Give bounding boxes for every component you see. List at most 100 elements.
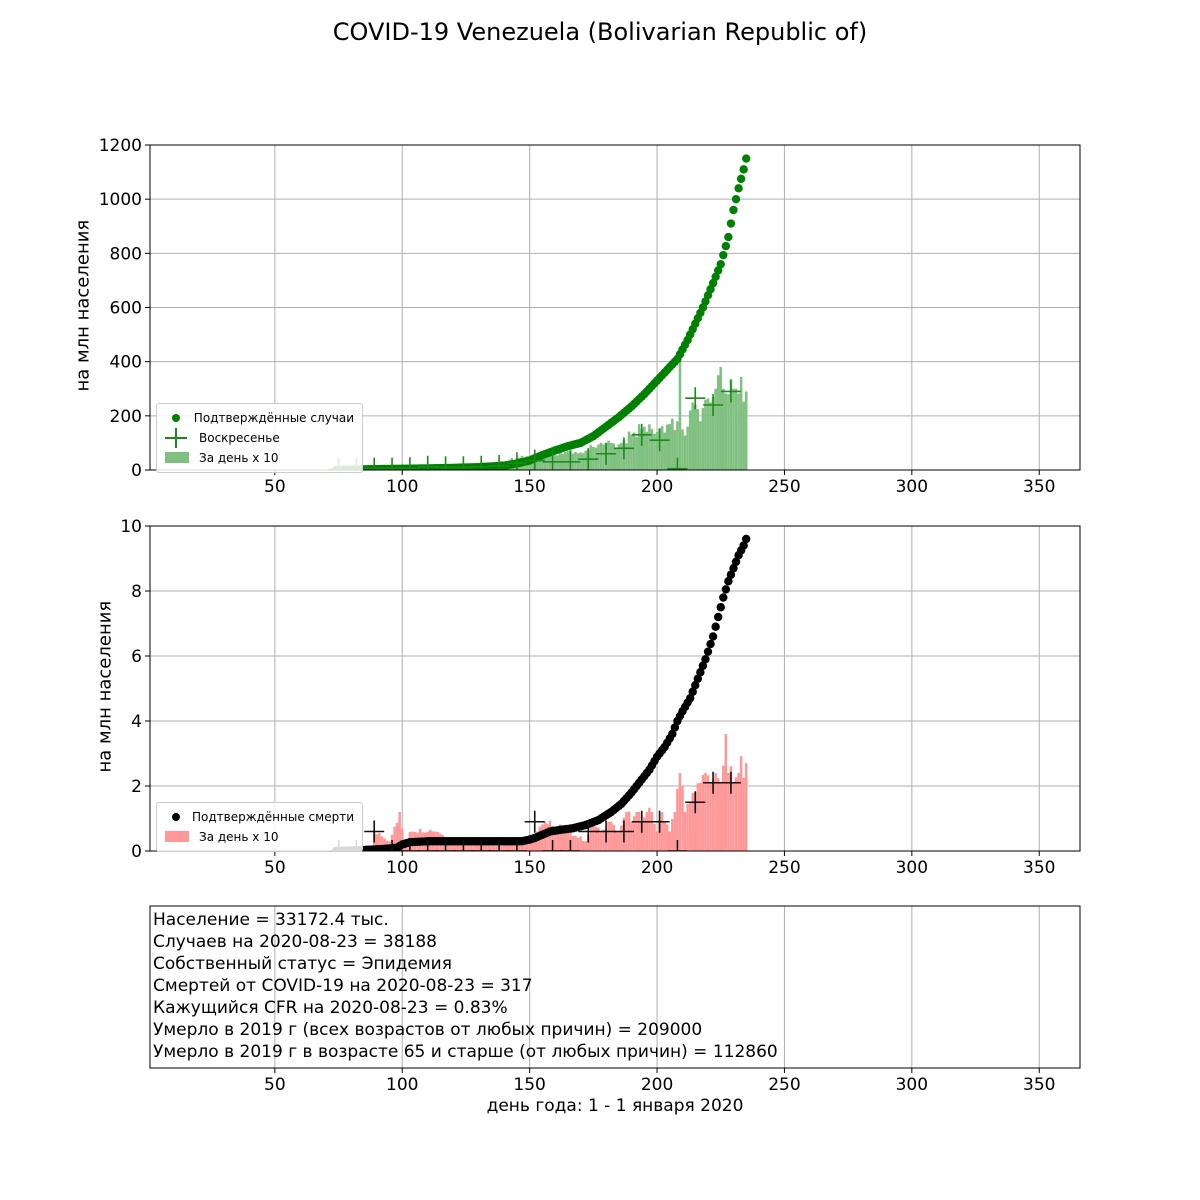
deaths-cumulative-point bbox=[719, 593, 728, 602]
deaths-x-tick-label: 50 bbox=[264, 858, 286, 878]
cases-cumulative-point bbox=[742, 154, 751, 163]
info-axes: 50 100 150 200 250 300 350 bbox=[264, 906, 1055, 1095]
deaths-ylabel: на млн населения bbox=[94, 600, 116, 773]
cases-daily-bar bbox=[732, 388, 735, 470]
deaths-cumulative-point bbox=[713, 612, 723, 622]
deaths-daily-bar bbox=[459, 841, 463, 851]
cases-daily-bar bbox=[711, 396, 715, 470]
cases-daily-bar bbox=[722, 388, 725, 470]
deaths-daily-bar bbox=[513, 842, 516, 851]
deaths-daily-bar bbox=[704, 773, 707, 851]
cases-daily-bar bbox=[716, 375, 720, 470]
info-axes-frame bbox=[149, 905, 1081, 1069]
legend-label: За день x 10 bbox=[199, 830, 279, 844]
cases-daily-bar bbox=[609, 442, 613, 470]
deaths-daily-bar bbox=[523, 842, 526, 851]
deaths-daily-bar bbox=[457, 840, 460, 851]
deaths-daily-bar bbox=[574, 835, 577, 851]
deaths-daily-bar bbox=[658, 819, 661, 851]
deaths-daily-bar bbox=[632, 816, 636, 851]
cases-x-tick-label: 150 bbox=[513, 477, 545, 497]
deaths-daily-bar bbox=[400, 828, 404, 851]
cases-daily-bar bbox=[678, 361, 682, 470]
deaths-daily-bar bbox=[655, 831, 659, 851]
deaths-daily-bar bbox=[395, 822, 399, 851]
cases-cumulative-point bbox=[708, 278, 718, 288]
deaths-daily-bar bbox=[467, 840, 470, 851]
deaths-daily-bar bbox=[722, 765, 725, 851]
cases-daily-bar bbox=[686, 426, 689, 470]
deaths-daily-bar bbox=[528, 841, 531, 851]
cases-daily-bar bbox=[706, 398, 710, 470]
deaths-axes: 50 100 150 200 250 300 350 0 2 4 6 8 10 bbox=[120, 517, 1081, 878]
deaths-axes-frame bbox=[149, 525, 1081, 852]
green-cross-icon bbox=[163, 428, 189, 448]
info-x-tick-label: 250 bbox=[768, 1075, 800, 1095]
deaths-daily-bar bbox=[724, 734, 728, 851]
deaths-daily-bar bbox=[597, 827, 600, 851]
deaths-daily-bar bbox=[727, 773, 730, 851]
info-deaths-2019: Умерло в 2019 г (всех возрастов от любых… bbox=[153, 1020, 703, 1040]
legend-label: Воскресенье bbox=[199, 431, 280, 445]
deaths-daily-bar bbox=[706, 775, 710, 851]
cases-daily-bar bbox=[579, 452, 582, 470]
deaths-daily-bar bbox=[464, 842, 468, 851]
cases-daily-bar bbox=[650, 429, 654, 470]
deaths-daily-bar bbox=[579, 836, 582, 851]
info-x-tick-label: 300 bbox=[896, 1075, 928, 1095]
legend-entry-deaths: Подтверждённые смерти bbox=[163, 807, 354, 827]
deaths-daily-bar bbox=[485, 841, 488, 851]
deaths-daily-bar bbox=[660, 812, 664, 851]
deaths-cumulative-point bbox=[708, 632, 718, 641]
cases-daily-bar bbox=[566, 451, 570, 470]
deaths-cumulative-point bbox=[703, 647, 713, 656]
cases-y-tick-label: 1000 bbox=[99, 190, 142, 210]
deaths-daily-bar bbox=[696, 783, 700, 851]
cases-y-tick-label: 200 bbox=[110, 407, 142, 427]
cases-cumulative-point bbox=[711, 272, 720, 282]
cases-cumulative-point bbox=[734, 184, 743, 193]
deaths-daily-bar bbox=[474, 842, 478, 851]
deaths-daily-bar bbox=[637, 811, 641, 851]
deaths-cumulative-point bbox=[742, 534, 751, 544]
cases-daily-bar bbox=[536, 454, 539, 470]
deaths-cumulative-point bbox=[701, 655, 710, 664]
cases-daily-bar bbox=[558, 450, 562, 470]
cases-x-tick-label: 100 bbox=[386, 477, 418, 497]
cases-cumulative-point bbox=[739, 165, 748, 174]
deaths-daily-bar bbox=[686, 803, 689, 851]
deaths-daily-bar bbox=[609, 821, 613, 851]
cases-cumulative-point bbox=[731, 194, 741, 204]
deaths-daily-bar bbox=[492, 842, 496, 851]
cases-x-tick-label: 350 bbox=[1023, 477, 1055, 497]
deaths-daily-bar bbox=[673, 812, 677, 851]
green-bar-icon bbox=[163, 448, 189, 468]
deaths-y-tick-label: 8 bbox=[131, 582, 142, 602]
deaths-daily-bar bbox=[640, 821, 644, 851]
deaths-daily-bar bbox=[472, 841, 475, 851]
info-deaths-2019-65: Умерло в 2019 г в возрасте 65 и старше (… bbox=[153, 1042, 778, 1062]
deaths-daily-bar bbox=[653, 823, 656, 851]
deaths-daily-bar bbox=[571, 836, 575, 851]
deaths-y-tick-label: 2 bbox=[131, 777, 142, 797]
cases-daily-bar bbox=[637, 424, 641, 470]
cases-daily-bar bbox=[635, 436, 638, 470]
deaths-daily-bar bbox=[737, 773, 740, 851]
deaths-daily-bar bbox=[500, 840, 503, 851]
cases-daily-bar bbox=[737, 393, 740, 470]
cases-cumulative-point bbox=[716, 259, 725, 269]
deaths-daily-bar bbox=[645, 812, 649, 851]
cases-cumulative-point bbox=[736, 174, 746, 184]
deaths-daily-bar bbox=[732, 782, 735, 851]
deaths-cumulative-point bbox=[706, 639, 715, 649]
cases-cumulative-point bbox=[729, 205, 738, 215]
black-dot-icon bbox=[163, 807, 182, 827]
info-text: Население = 33172.4 тыс. Случаев на 2020… bbox=[153, 909, 778, 1063]
deaths-x-tick-label: 350 bbox=[1023, 858, 1055, 878]
deaths-daily-bar bbox=[676, 788, 679, 851]
deaths-daily-bar bbox=[584, 841, 587, 851]
cases-daily-bar bbox=[734, 388, 738, 470]
deaths-daily-bar bbox=[648, 807, 651, 851]
cases-daily-bar bbox=[615, 447, 618, 470]
deaths-daily-bar bbox=[592, 821, 595, 851]
